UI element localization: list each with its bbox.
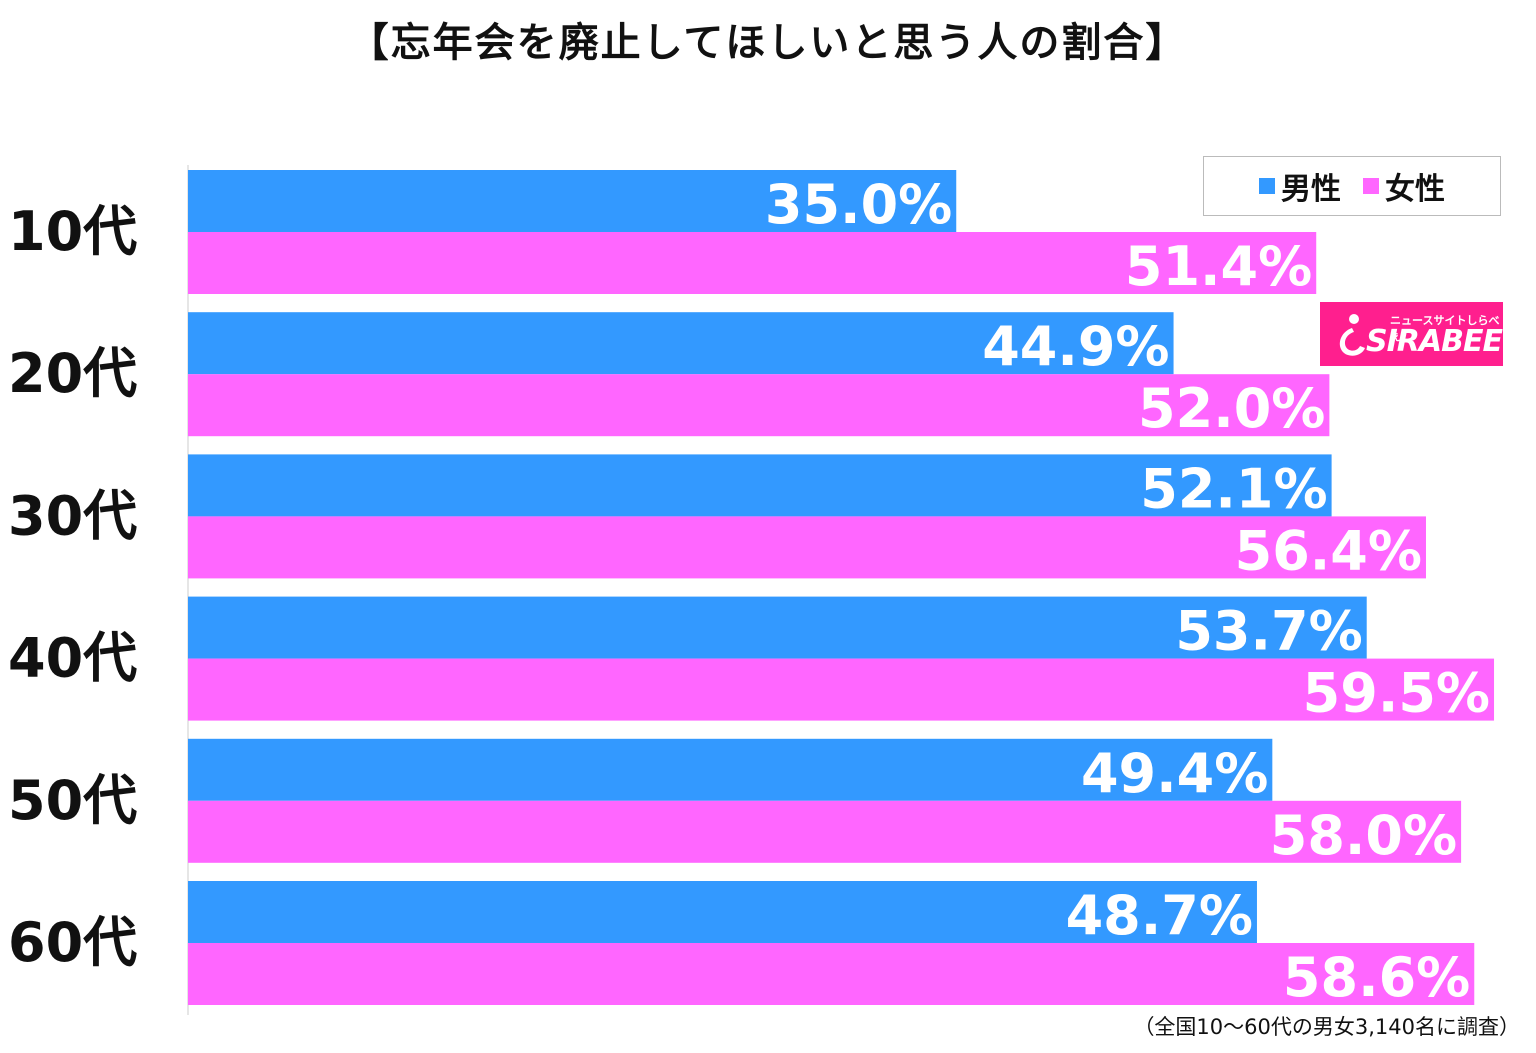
bar-male [188,881,1257,943]
data-label-female: 58.6% [1283,946,1470,1009]
data-label-male: 52.1% [1140,457,1327,520]
chart-title: 【忘年会を廃止してほしいと思う人の割合】 [348,20,1188,66]
data-label-female: 59.5% [1303,662,1490,725]
legend-label-male: 男性 [1281,172,1341,207]
bar-female [188,943,1475,1005]
data-label-male: 49.4% [1081,742,1268,805]
logo-subtitle: ニュースサイトしらべぇ [1390,314,1500,343]
category-label: 10代 [8,200,137,263]
legend-item-male: 男性 [1259,164,1341,208]
category-label: 30代 [8,484,137,547]
bar-female [188,800,1462,863]
footnote: （全国10～60代の男女3,140名に調査） [1133,1015,1520,1039]
data-label-male: 44.9% [982,315,1169,378]
legend-label-female: 女性 [1385,172,1445,207]
data-label-female: 56.4% [1235,519,1422,582]
data-label-male: 48.7% [1066,884,1253,947]
bar-female [188,658,1495,721]
legend-item-female: 女性 [1363,164,1445,208]
logo-name: SIRABEE [1366,324,1503,359]
bar-male [188,596,1367,659]
data-label-male: 35.0% [765,173,952,236]
legend-swatch-male [1259,178,1275,194]
category-label: 60代 [8,911,137,974]
bar-female [188,516,1426,579]
bar-male [188,312,1174,375]
category-label: 40代 [8,627,137,690]
category-label: 50代 [8,769,137,832]
data-label-female: 51.4% [1125,235,1312,298]
bar-male [188,454,1332,517]
data-label-female: 52.0% [1138,377,1325,440]
data-label-female: 58.0% [1270,804,1457,867]
bars-layer: 35.0% 51.4% 44.9%52.0% 52.1%56.4% 53.7%59.5%… [188,170,1495,1009]
bar-female [188,374,1330,437]
sirabee-logo: ニュースサイトしらべぇ SIRABEE [1320,302,1503,366]
data-label-male: 53.7% [1175,600,1362,663]
logo-mark-icon [1339,314,1365,356]
bar-male [188,738,1273,801]
legend: 男性 女性 [1203,156,1501,216]
bar-male [188,170,957,232]
category-label: 20代 [8,342,137,405]
legend-swatch-female [1363,178,1379,194]
bar-female [188,232,1317,294]
